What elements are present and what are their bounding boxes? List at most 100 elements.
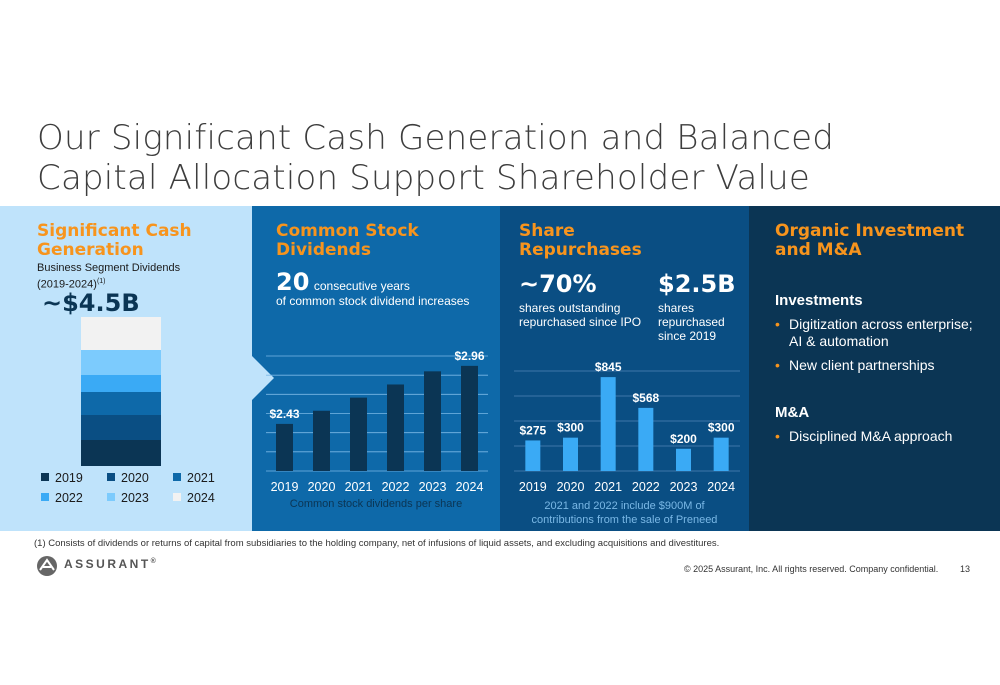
data-label-2021: $845 — [595, 360, 622, 374]
data-label-2020: $300 — [557, 421, 584, 435]
consecutive-years-number: 20 — [276, 268, 310, 296]
legend-swatch — [41, 493, 49, 501]
bar-2022 — [387, 384, 404, 471]
heading-line-2: Repurchases — [519, 240, 642, 260]
tick-label-2022: 2022 — [382, 480, 410, 494]
legend-item-2023: 2023 — [107, 491, 149, 505]
cash-generation-heading: Significant Cash Generation — [37, 222, 192, 260]
legend-label: 2020 — [121, 471, 149, 485]
consecutive-years-stat: 20 consecutive years — [276, 268, 410, 296]
dividends-per-share-chart: 2019 $2.43 2020 2021 2022 2023 2024 $2.96 — [266, 349, 488, 494]
heading-line-1: Share — [519, 221, 575, 241]
bar-2021 — [600, 377, 616, 471]
list-item-text: Disciplined M&A approach — [789, 428, 953, 444]
bullet-icon: • — [775, 357, 780, 373]
list-item: • Disciplined M&A approach — [775, 428, 985, 445]
tick-label-2024: 2024 — [707, 480, 735, 494]
data-label-2019: $2.43 — [269, 407, 299, 421]
cash-generation-panel: Significant Cash Generation Business Seg… — [0, 206, 252, 531]
caption-line-1: 2021 and 2022 include $900M of — [544, 500, 705, 512]
bullet-icon: • — [775, 316, 780, 332]
legend-swatch — [41, 473, 49, 481]
data-label-2019: $275 — [519, 423, 546, 437]
legend-item-2024: 2024 — [173, 491, 215, 505]
assurant-logo-text: ASSURANT® — [64, 557, 156, 571]
page-number: 13 — [960, 564, 971, 574]
repurchased-since-ipo-stat: ~70% shares outstanding repurchased sinc… — [519, 270, 647, 329]
tick-label-2021: 2021 — [594, 480, 622, 494]
footnote: (1) Consists of dividends or returns of … — [34, 538, 720, 549]
repurchased-since-2019-stat: $2.5B shares repurchased since 2019 — [658, 270, 744, 343]
tick-label-2024: 2024 — [456, 480, 484, 494]
share-repurchases-panel: Share Repurchases ~70% shares outstandin… — [500, 206, 749, 531]
stat-value: $2.5B — [658, 270, 736, 298]
legend-label: 2022 — [55, 491, 83, 505]
stack-segment-2024 — [81, 317, 161, 350]
stack-segment-2021 — [81, 392, 161, 416]
registered-mark: ® — [150, 558, 156, 565]
investments-label: Investments — [775, 292, 863, 309]
legend-label: 2023 — [121, 491, 149, 505]
list-item: • New client partnerships — [775, 357, 985, 374]
consecutive-years-detail: of common stock dividend increases — [276, 294, 470, 308]
stat-text: shares outstanding repurchased since IPO — [519, 301, 642, 329]
stat-text: shares repurchased since 2019 — [658, 301, 725, 343]
copyright: © 2025 Assurant, Inc. All rights reserve… — [684, 564, 939, 574]
segment-dividends-subtitle: Business Segment Dividends (2019-2024)(1… — [37, 262, 180, 292]
stacked-dividend-bar — [81, 317, 161, 466]
bullet-icon: • — [775, 428, 780, 444]
dividends-chart-caption: Common stock dividends per share — [289, 498, 463, 510]
data-label-2024: $300 — [708, 421, 735, 435]
tick-label-2022: 2022 — [632, 480, 660, 494]
bar-2020 — [313, 410, 330, 471]
stack-segment-2023 — [81, 349, 161, 375]
subtitle-line-2: (2019-2024) — [37, 278, 97, 291]
heading-line-1: Common Stock — [276, 221, 419, 241]
heading-line-2: and M&A — [775, 240, 862, 260]
logo-wordmark: ASSURANT — [64, 557, 151, 571]
footnote-marker: (1) — [96, 278, 106, 285]
list-item-text: Digitization across enterprise; AI & aut… — [789, 316, 973, 349]
list-item-text: New client partnerships — [789, 357, 935, 373]
bar-2019 — [276, 423, 293, 471]
caption-line-2: contributions from the sale of Preneed — [531, 514, 718, 526]
legend-label: 2021 — [187, 471, 215, 485]
ma-label: M&A — [775, 404, 810, 421]
tick-label-2021: 2021 — [345, 480, 373, 494]
repurchases-chart-caption: 2021 and 2022 include $900M of contribut… — [500, 499, 749, 527]
organic-investment-heading: Organic Investment and M&A — [775, 222, 964, 260]
panel-arrow-notch — [252, 356, 274, 400]
common-dividends-panel: Common Stock Dividends 20 consecutive ye… — [252, 206, 500, 531]
tick-label-2023: 2023 — [670, 480, 698, 494]
legend-item-2020: 2020 — [107, 471, 149, 485]
bar-2023 — [424, 371, 441, 471]
data-label-2023: $200 — [670, 432, 697, 446]
subtitle-line-1: Business Segment Dividends — [37, 262, 181, 274]
bar-2021 — [350, 397, 367, 471]
consecutive-years-text: consecutive years — [313, 279, 410, 293]
tick-label-2019: 2019 — [271, 480, 299, 494]
data-label-2024: $2.96 — [454, 349, 484, 363]
legend-label: 2024 — [187, 491, 215, 505]
heading-line-2: Dividends — [276, 240, 371, 260]
tick-label-2020: 2020 — [557, 480, 585, 494]
bar-2024 — [713, 437, 729, 471]
tick-label-2019: 2019 — [519, 480, 547, 494]
legend-swatch — [107, 473, 115, 481]
title-line-2: Capital Allocation Support Shareholder V… — [37, 158, 811, 198]
bar-2020 — [563, 437, 578, 471]
bar-2023 — [676, 448, 691, 471]
share-repurchases-chart: 2019 $275 2020 $300 2021 $845 2022 $568 2023 $200… — [514, 360, 740, 494]
page-title: Our Significant Cash Generation and Bala… — [37, 118, 937, 198]
tick-label-2023: 2023 — [419, 480, 447, 494]
bar-2019 — [525, 440, 541, 471]
title-line-1: Our Significant Cash Generation and Bala… — [37, 118, 834, 158]
stack-segment-2019 — [81, 440, 161, 466]
legend-item-2019: 2019 — [41, 471, 83, 485]
list-item: • Digitization across enterprise; AI & au… — [775, 316, 985, 350]
organic-investment-panel: Organic Investment and M&A Investments •… — [749, 206, 1000, 531]
bar-2022 — [638, 407, 654, 471]
stack-segment-2022 — [81, 374, 161, 393]
bar-2024 — [461, 365, 478, 471]
tick-label-2020: 2020 — [308, 480, 336, 494]
